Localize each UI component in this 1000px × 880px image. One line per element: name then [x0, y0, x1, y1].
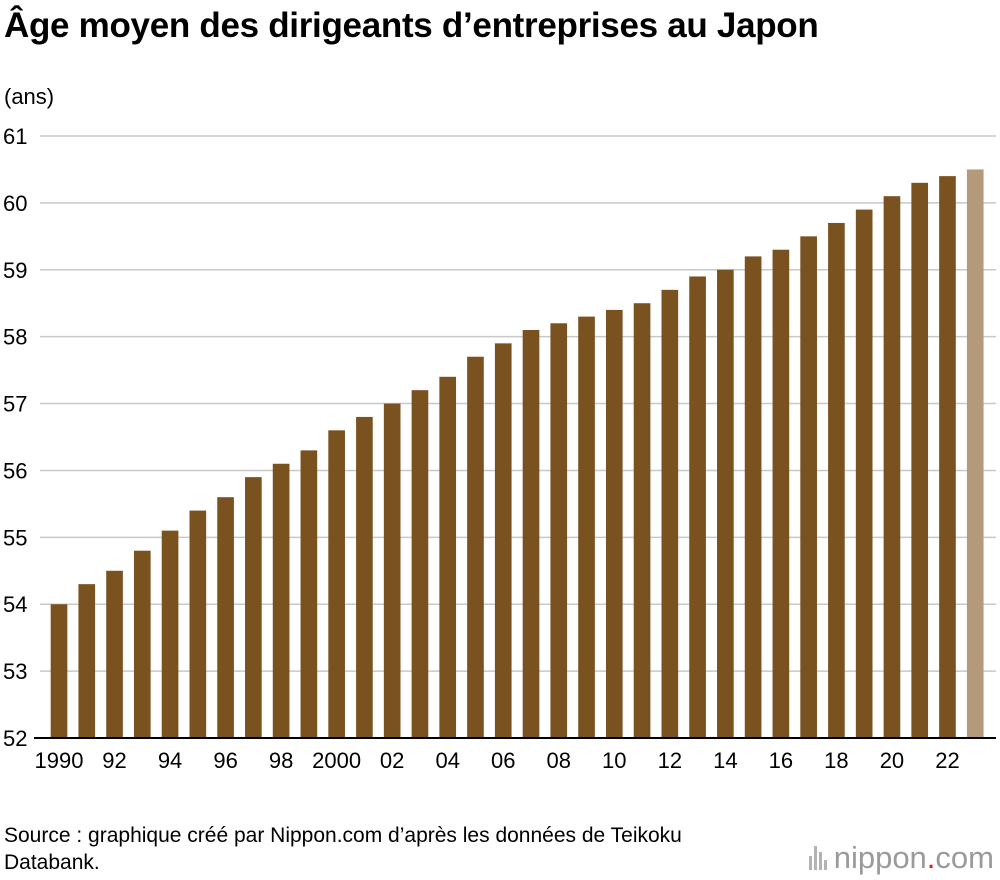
bar: [772, 249, 790, 738]
bar: [883, 196, 901, 738]
bar: [467, 356, 484, 738]
source-note: Source : graphique créé par Nippon.com d…: [4, 824, 682, 874]
bar: [189, 510, 207, 738]
bar: [356, 416, 373, 738]
y-tick-label: 61: [3, 124, 27, 149]
bar: [328, 430, 345, 738]
bar: [717, 269, 734, 738]
x-tick-label: 94: [158, 748, 182, 773]
x-tick-label: 16: [769, 748, 793, 773]
x-tick-label: 12: [658, 748, 682, 773]
bar: [828, 222, 845, 738]
y-tick-label: 57: [3, 392, 27, 417]
bar: [633, 303, 651, 738]
logo-suffix: com: [935, 840, 994, 875]
logo-dot: .: [926, 840, 936, 875]
nippon-logo: nippon. com: [808, 840, 994, 876]
y-axis-unit-label: (ans): [4, 84, 55, 109]
y-tick-label: 56: [3, 458, 27, 483]
bar: [550, 323, 568, 738]
bar: [744, 256, 762, 738]
bar: [133, 550, 151, 738]
bar: [106, 570, 123, 738]
x-tick-label: 98: [269, 748, 293, 773]
bar: [245, 477, 262, 738]
bar: [300, 450, 318, 738]
bar: [522, 329, 540, 738]
bar: [78, 584, 96, 738]
bar: [661, 289, 679, 738]
x-tick-label: 18: [824, 748, 848, 773]
x-tick-label: 1990: [35, 748, 84, 773]
bar: [689, 276, 706, 738]
bar: [217, 497, 234, 738]
bar: [855, 209, 873, 739]
y-tick-label: 59: [3, 258, 27, 283]
bar: [411, 390, 429, 738]
bar: [50, 604, 68, 738]
x-tick-label: 02: [380, 748, 404, 773]
y-tick-label: 52: [3, 726, 27, 751]
y-tick-label: 54: [3, 592, 27, 617]
bar: [578, 316, 595, 738]
y-tick-label: 60: [3, 191, 27, 216]
x-tick-label: 10: [602, 748, 626, 773]
x-tick-label: 2000: [312, 748, 361, 773]
bar-chart: 52 53 54 55 56 57 58 59 60 61 1990 92 94 96 98 2000 02 04…: [3, 124, 996, 773]
x-tick-label: 08: [547, 748, 571, 773]
x-tick-label: 22: [935, 748, 959, 773]
logo-name: nippon: [833, 840, 927, 875]
x-tick-label: 20: [880, 748, 904, 773]
x-tick-label: 04: [435, 748, 459, 773]
bar: [494, 343, 512, 738]
nippon-logo-icon: [808, 846, 827, 870]
x-tick-label: 92: [102, 748, 126, 773]
bar: [272, 463, 290, 738]
bar: [605, 309, 623, 738]
y-tick-label: 55: [3, 525, 27, 550]
bar: [939, 176, 956, 739]
bar: [439, 376, 457, 738]
bar: [911, 182, 929, 739]
x-tick-label: 96: [213, 748, 237, 773]
bar: [800, 236, 817, 739]
y-tick-label: 58: [3, 325, 27, 350]
x-tick-label: 06: [491, 748, 515, 773]
bar: [383, 403, 401, 738]
chart-title: Âge moyen des dirigeants d’entreprises a…: [4, 6, 819, 45]
y-tick-label: 53: [3, 659, 27, 684]
bar: [161, 530, 179, 738]
bar: [966, 169, 984, 738]
x-tick-label: 14: [713, 748, 737, 773]
